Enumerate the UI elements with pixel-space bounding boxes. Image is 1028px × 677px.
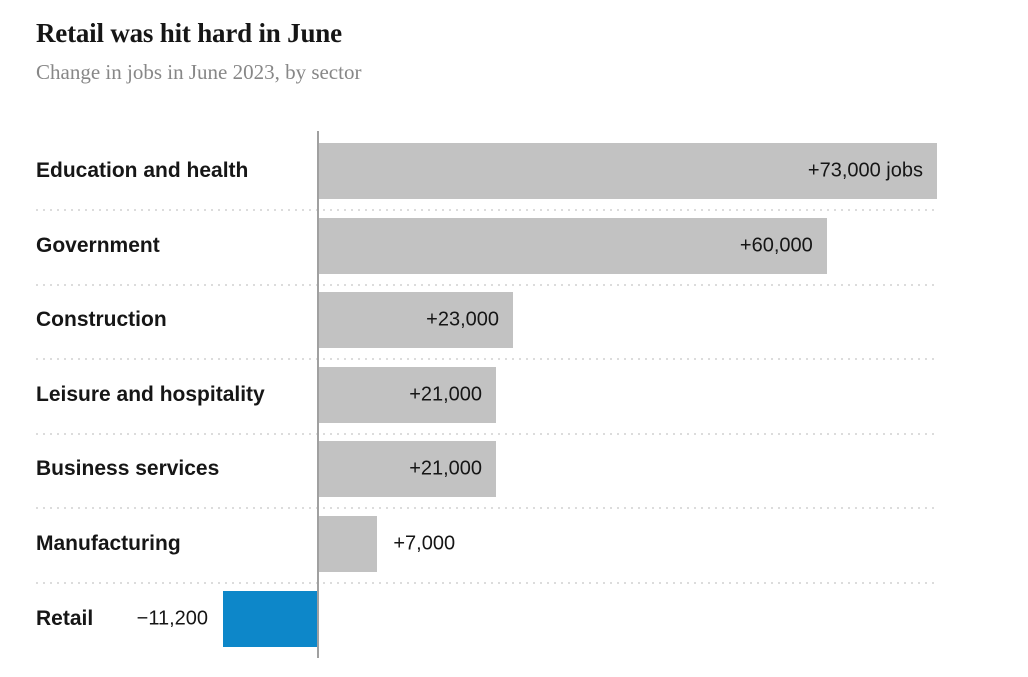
category-label: Leisure and hospitality xyxy=(36,382,265,406)
value-label: +23,000 xyxy=(426,308,500,331)
bar-manufacturing xyxy=(318,516,378,572)
row-separator xyxy=(36,507,937,510)
chart-title: Retail was hit hard in June xyxy=(36,18,342,48)
chart-subtitle: Change in jobs in June 2023, by sector xyxy=(36,60,362,84)
category-label: Education and health xyxy=(36,159,249,182)
value-label: +73,000 jobs xyxy=(807,159,923,182)
row-separator xyxy=(36,432,937,435)
bar-business-services xyxy=(318,441,497,498)
value-label: +60,000 xyxy=(739,234,813,257)
bar-education-and-health xyxy=(318,143,937,199)
category-label: Construction xyxy=(36,308,167,332)
row-separator xyxy=(36,358,937,361)
value-label: +21,000 xyxy=(409,457,483,480)
row-separator xyxy=(36,582,937,584)
bar-government xyxy=(318,217,827,274)
category-label: Retail xyxy=(36,606,94,630)
category-label: Business services xyxy=(36,457,220,481)
bar-construction xyxy=(318,292,514,349)
zero-axis-line xyxy=(317,131,319,658)
bar-retail xyxy=(223,590,318,647)
value-label: −11,200 xyxy=(136,607,209,630)
row-separator xyxy=(36,209,937,211)
category-label: Manufacturing xyxy=(36,532,181,555)
bar-leisure-and-hospitality xyxy=(318,366,497,423)
row-separator xyxy=(36,283,937,286)
category-label: Government xyxy=(36,233,160,257)
value-label: +7,000 xyxy=(393,532,456,555)
value-label: +21,000 xyxy=(409,383,483,406)
